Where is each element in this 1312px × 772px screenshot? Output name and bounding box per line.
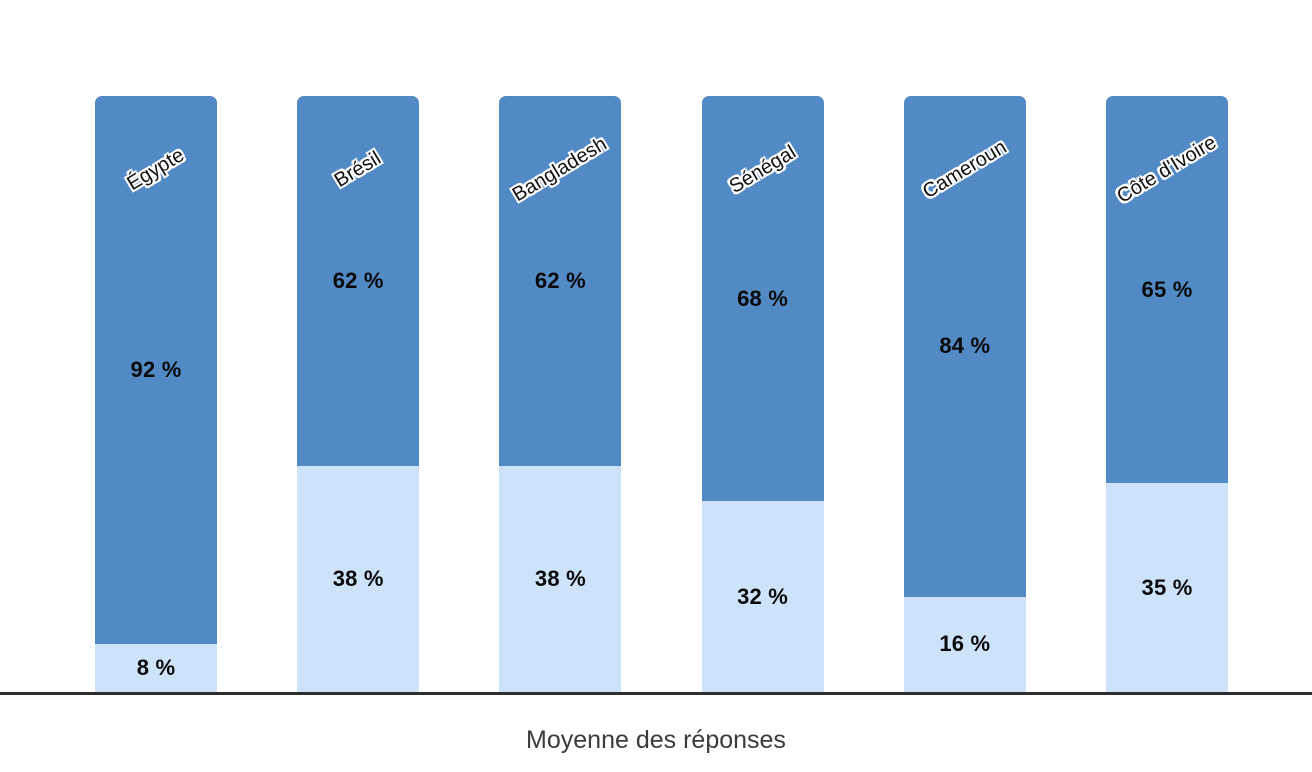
segment-value-label-light: 8 % <box>136 655 176 681</box>
bar-group: 62 % 38 % <box>499 96 622 692</box>
bar-segment-light <box>903 596 1026 692</box>
segment-value-label-light: 38 % <box>534 565 586 591</box>
bar-group: 65 % 35 % <box>1106 96 1228 692</box>
bar-segment-light <box>1106 483 1228 692</box>
segment-value-label-light: 32 % <box>737 583 789 609</box>
segment-value-label-dark: 65 % <box>1141 276 1193 302</box>
segment-value-label-light: 38 % <box>332 565 384 591</box>
bar-group: 62 % 38 % <box>297 96 420 692</box>
bar-segment-dark <box>297 96 420 466</box>
segment-value-label-dark: 92 % <box>130 357 182 383</box>
segment-value-label-dark: 84 % <box>939 333 991 359</box>
bar-segment-light <box>701 501 824 692</box>
bar-segment-light <box>297 465 420 692</box>
bar-group: 92 % 8 % <box>95 96 217 692</box>
plot-area: 92 % 8 % Égypte 62 % 38 % Brésil 62 % 38 % Bangl… <box>0 96 1312 692</box>
bar-group: 84 % 16 % <box>903 96 1026 692</box>
bar-segment-dark <box>95 96 217 645</box>
bar-segment-dark <box>903 96 1026 597</box>
x-axis-title: Moyenne des réponses <box>526 726 786 754</box>
segment-value-label-light: 35 % <box>1141 574 1193 600</box>
segment-value-label-dark: 62 % <box>332 267 384 293</box>
bar-group: 68 % 32 % <box>701 96 824 692</box>
segment-value-label-light: 16 % <box>939 631 991 657</box>
bar-segment-dark <box>701 96 824 502</box>
segment-value-label-dark: 62 % <box>534 267 586 293</box>
bar-segment-dark <box>1106 96 1228 484</box>
bar-segment-light <box>95 644 217 692</box>
segment-value-label-dark: 68 % <box>737 285 789 311</box>
x-axis-line <box>0 692 1312 695</box>
bar-segment-dark <box>499 96 622 466</box>
bar-segment-light <box>499 465 622 692</box>
